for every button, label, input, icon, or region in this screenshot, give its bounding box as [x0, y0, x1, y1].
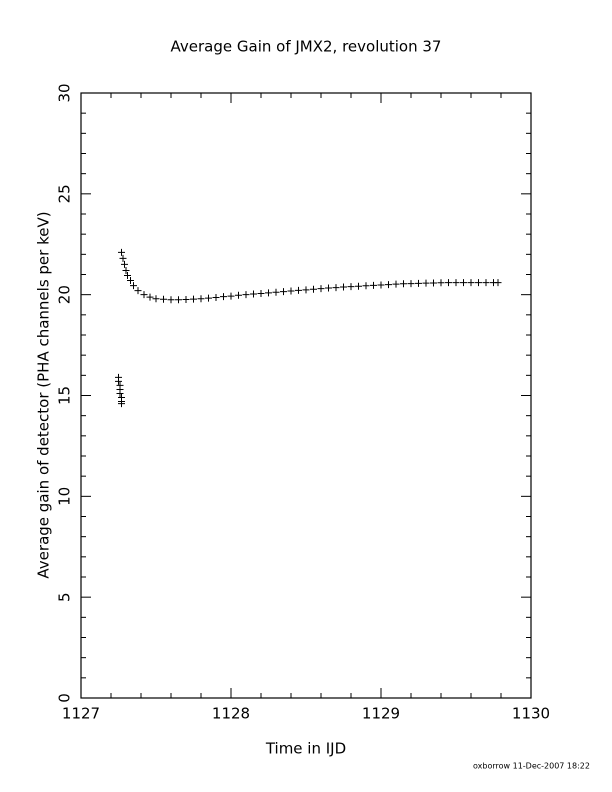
data-point: [190, 295, 197, 303]
data-point: [121, 260, 128, 268]
y-tick-label: 20: [56, 285, 74, 304]
y-tick-label: 5: [56, 592, 74, 602]
data-point: [122, 266, 130, 274]
data-point: [325, 284, 332, 292]
data-point: [227, 292, 235, 300]
y-tick-label: 10: [56, 487, 74, 506]
data-point: [287, 287, 295, 295]
data-point: [272, 288, 280, 296]
data-point: [400, 280, 407, 288]
data-point: [415, 279, 422, 287]
data-point: [302, 286, 310, 294]
data-point: [385, 281, 392, 289]
data-point: [119, 254, 127, 262]
data-point: [460, 279, 467, 287]
data-point: [452, 279, 460, 287]
data-point: [167, 296, 175, 304]
x-axis-label: Time in IJD: [265, 740, 346, 758]
chart-title: Average Gain of JMX2, revolution 37: [171, 38, 442, 56]
y-tick-label: 25: [56, 184, 74, 203]
y-tick-label: 30: [56, 83, 74, 102]
data-point: [127, 277, 134, 285]
data-point: [130, 282, 137, 290]
data-point: [332, 284, 340, 292]
data-point: [175, 296, 182, 304]
data-point: [182, 296, 190, 304]
data-point: [482, 279, 490, 287]
data-point: [347, 283, 355, 291]
footer: oxborrow 11-Dec-2007 18:22: [473, 762, 590, 771]
data-point: [445, 279, 452, 287]
data-point: [310, 285, 317, 293]
data-point: [475, 279, 482, 287]
y-axis-label: Average gain of detector (PHA channels p…: [35, 211, 53, 578]
data-point: [242, 291, 250, 299]
data-point: [134, 287, 142, 295]
data-point: [340, 283, 347, 291]
data-point: [160, 295, 167, 303]
data-point: [140, 291, 148, 299]
data-point: [257, 289, 265, 297]
data-point: [494, 279, 502, 287]
data-point: [392, 280, 400, 288]
data-point: [317, 285, 325, 293]
data-point: [407, 280, 415, 288]
x-tick-label: 1128: [212, 705, 250, 723]
data-point: [205, 294, 212, 302]
data-point: [370, 281, 377, 289]
x-tick-label: 1129: [362, 705, 400, 723]
data-point: [146, 293, 154, 301]
data-point: [116, 389, 124, 397]
y-tick-label: 15: [56, 386, 74, 405]
data-point: [235, 291, 242, 299]
data-point: [118, 248, 125, 256]
data-point: [280, 288, 287, 296]
data-point: [362, 282, 370, 290]
plot-frame: [80, 92, 532, 699]
data-point: [377, 281, 385, 289]
data-point: [467, 279, 475, 287]
data-point: [115, 377, 122, 385]
data-point: [437, 279, 445, 287]
data-point: [355, 282, 362, 290]
data-point: [422, 279, 430, 287]
data-point: [212, 293, 220, 301]
data-point: [265, 289, 272, 297]
data-point: [118, 400, 125, 408]
data-point: [295, 286, 302, 294]
data-point: [250, 290, 257, 298]
x-tick-label: 1127: [62, 705, 100, 723]
data-point: [124, 272, 131, 280]
x-tick-label: 1130: [512, 705, 550, 723]
data-point: [430, 279, 437, 287]
data-point: [220, 293, 227, 301]
data-point: [197, 295, 205, 303]
y-tick-label: 0: [56, 693, 74, 703]
data-point: [152, 295, 160, 303]
